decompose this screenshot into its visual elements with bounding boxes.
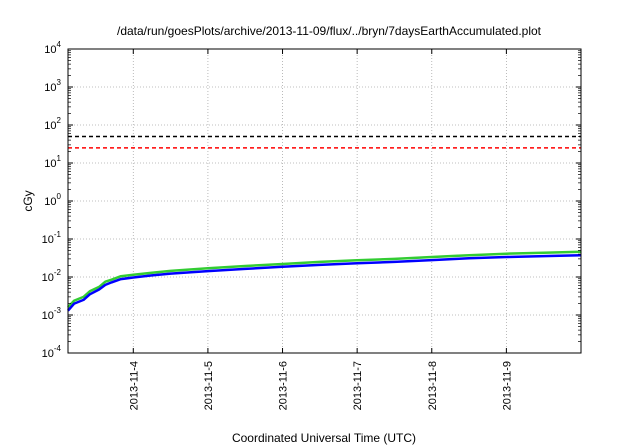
y-tick-label: 10-3 <box>42 306 62 322</box>
y-tick-label: 100 <box>44 192 61 208</box>
x-tick-label: 2013-11-5 <box>203 361 215 410</box>
y-tick-label: 103 <box>44 78 61 94</box>
x-axis-ticks: 2013-11-4 2013-11-5 2013-11-6 2013-11-7 2013… <box>128 49 513 410</box>
x-tick-label: 2013-11-7 <box>352 361 364 410</box>
x-tick-label: 2013-11-6 <box>278 361 290 410</box>
y-tick-label: 10-1 <box>42 230 62 246</box>
x-tick-label: 2013-11-8 <box>427 361 439 410</box>
x-axis-label: Coordinated Universal Time (UTC) <box>232 431 416 445</box>
plot-frame <box>67 48 582 354</box>
series-lines <box>67 250 582 312</box>
series-line <box>67 253 582 312</box>
y-tick-label: 101 <box>44 154 61 170</box>
x-tick-label: 2013-11-9 <box>501 361 513 410</box>
y-tick-label: 10-4 <box>42 344 62 360</box>
y-tick-label: 10-2 <box>42 268 62 284</box>
x-tick-label: 2013-11-4 <box>128 361 140 410</box>
grid-lines <box>68 49 581 353</box>
y-tick-label: 102 <box>44 116 61 132</box>
y-axis-label: cGy <box>21 190 35 211</box>
chart-title: /data/run/goesPlots/archive/2013-11-09/f… <box>117 24 542 38</box>
series-line <box>67 250 582 309</box>
y-axis-ticks: 10-4 10-3 10-2 10-1 100 101 102 103 104 <box>42 40 581 360</box>
y-tick-label: 104 <box>44 40 61 56</box>
threshold-lines <box>68 135 581 149</box>
